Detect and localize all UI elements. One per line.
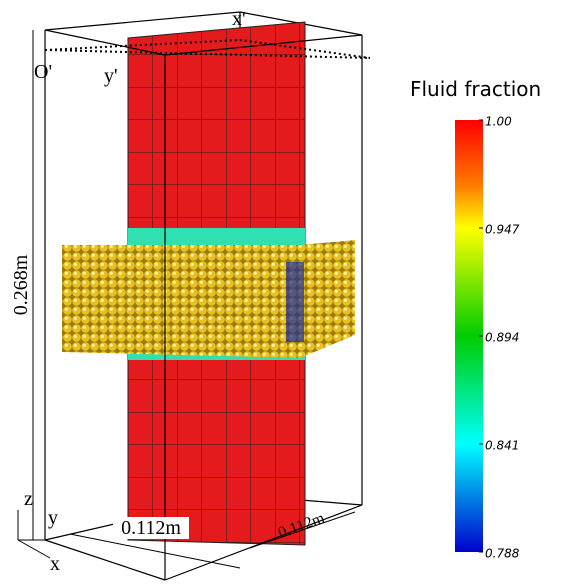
particle-block bbox=[62, 240, 355, 358]
width-label: 0.112m bbox=[121, 517, 181, 539]
colorbar-title: Fluid fraction bbox=[410, 77, 541, 101]
dimensions bbox=[17, 30, 356, 569]
axis-x-label: x bbox=[50, 553, 60, 575]
colorbar-tick-label: 0.947 bbox=[485, 223, 520, 237]
colorbar-tick-label: 0.841 bbox=[485, 439, 519, 453]
axis-z-label: z bbox=[24, 488, 33, 510]
label-bg bbox=[113, 517, 189, 539]
dense-region bbox=[286, 262, 304, 342]
colorbar-tick-label: 1.00 bbox=[485, 115, 512, 129]
axis-y-label: y bbox=[48, 507, 58, 529]
y-prime-label: y' bbox=[104, 65, 118, 87]
colorbar bbox=[455, 120, 483, 552]
origin-label: O' bbox=[34, 61, 52, 83]
colorbar-tick-label: 0.894 bbox=[485, 331, 519, 345]
x-prime-label: x' bbox=[232, 8, 246, 30]
height-label: 0.268m bbox=[10, 254, 32, 315]
box-front bbox=[44, 29, 363, 581]
rotated-plane bbox=[44, 38, 371, 59]
colorbar-tick-label: 0.788 bbox=[485, 547, 520, 561]
